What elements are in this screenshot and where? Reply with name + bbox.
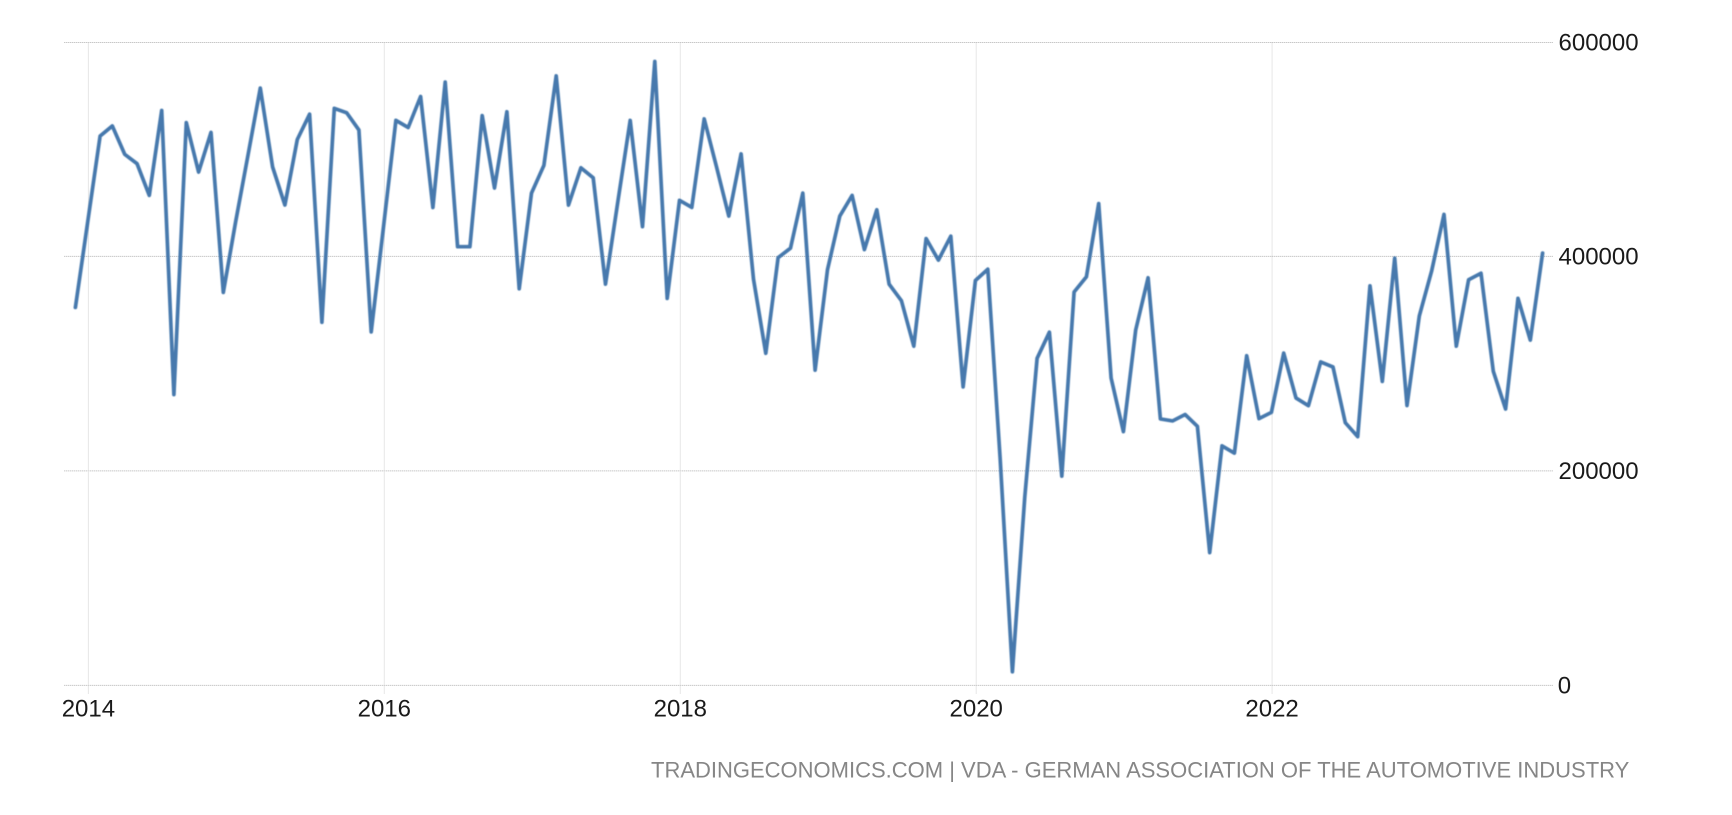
svg-text:TRADINGECONOMICS.COM | VDA - G: TRADINGECONOMICS.COM | VDA - GERMAN ASSO… (651, 758, 1630, 783)
svg-text:600000: 600000 (1559, 30, 1639, 57)
svg-text:0: 0 (1558, 673, 1571, 700)
svg-text:2020: 2020 (950, 696, 1003, 723)
svg-text:2014: 2014 (62, 696, 115, 723)
svg-text:2022: 2022 (1245, 696, 1298, 723)
svg-text:400000: 400000 (1559, 243, 1639, 270)
svg-text:2016: 2016 (358, 696, 411, 723)
svg-text:2018: 2018 (654, 696, 707, 723)
svg-text:200000: 200000 (1559, 458, 1639, 485)
